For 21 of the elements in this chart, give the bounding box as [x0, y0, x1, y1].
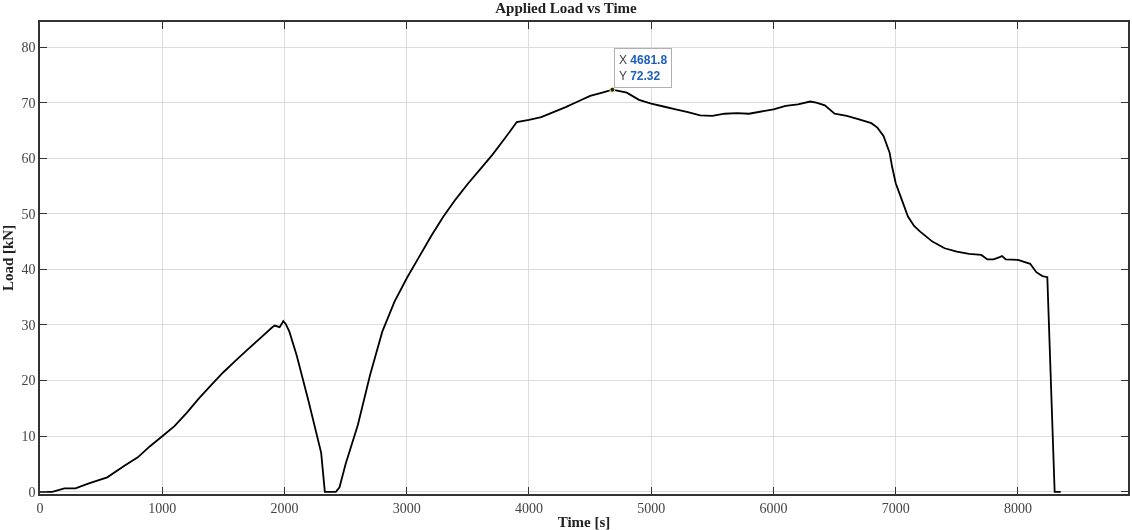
- y-tick-label: 0: [28, 484, 36, 500]
- chart-title: Applied Load vs Time: [495, 0, 638, 17]
- y-axis-title: Load [kN]: [0, 224, 16, 292]
- y-tick-label: 40: [21, 262, 36, 278]
- x-tick-label: 2000: [270, 500, 299, 516]
- x-axis-title: Time [s]: [557, 514, 611, 530]
- x-tick-label: 7000: [881, 500, 910, 516]
- y-tick-label: 60: [21, 151, 36, 167]
- y-tick-label: 70: [21, 95, 36, 111]
- x-tick-label: 1000: [148, 500, 177, 516]
- x-tick-label: 4000: [514, 500, 543, 516]
- y-tick-label: 10: [21, 429, 36, 445]
- annotation: X 4681.8 Y 72.32: [619, 53, 668, 83]
- y-tick-label: 80: [21, 39, 36, 55]
- y-tick-label: 30: [21, 317, 36, 333]
- x-tick-label: 3000: [392, 500, 421, 516]
- x-tick-label: 5000: [637, 500, 666, 516]
- x-tick-label: 8000: [1003, 500, 1032, 516]
- y-tick-label: 50: [21, 206, 36, 222]
- y-tick-label: 20: [21, 373, 36, 389]
- x-tick-label: 6000: [759, 500, 788, 516]
